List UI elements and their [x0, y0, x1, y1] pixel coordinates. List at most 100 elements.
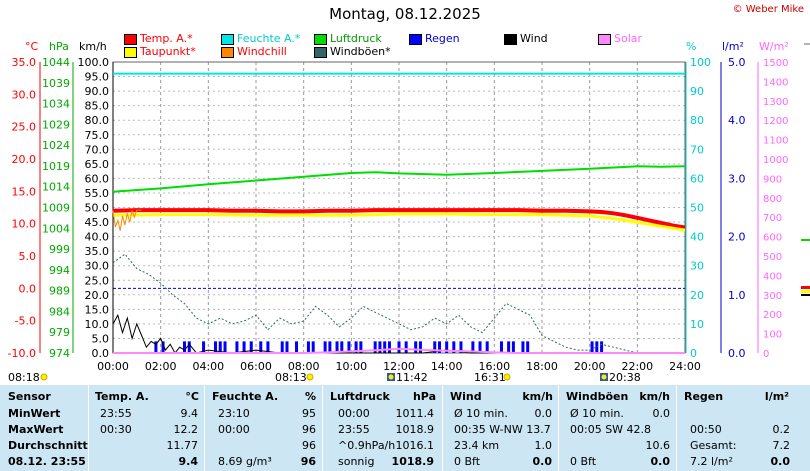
legend-label: Solar	[614, 32, 643, 45]
tick-label-wind: 50.0	[85, 202, 110, 215]
rain-bar	[259, 341, 263, 353]
rain-bar	[218, 341, 222, 353]
table-header: °C	[185, 390, 199, 403]
rain-bar	[187, 341, 191, 353]
axis-unit-wind: km/h	[79, 40, 107, 53]
legend-item: Wind	[504, 32, 548, 45]
tick-label-press: 989	[49, 285, 70, 298]
tick-label-temp: 15.0	[12, 185, 37, 198]
rain-bar	[459, 341, 463, 353]
tick-label-solar: 1000	[763, 155, 788, 166]
table-cell: sonnig	[338, 455, 375, 468]
statistics-table: Sensor Temp. A. °C Feuchte A.% Luftdruck hPa W…	[0, 385, 810, 471]
rain-bar	[359, 341, 363, 353]
table-cell: 9.4	[180, 407, 199, 420]
rain-bar	[306, 341, 310, 353]
table-cell: 7.2	[772, 439, 791, 452]
rain-bar	[340, 341, 344, 353]
chart-title: Montag, 08.12.2025	[329, 5, 481, 23]
table-header: hPa	[412, 390, 436, 403]
tick-label-rain: 1.0	[728, 289, 746, 302]
table-cell: 23:55	[338, 423, 370, 436]
tick-label-rain: 5.0	[728, 56, 746, 69]
x-tick-label: 18:00	[526, 360, 558, 373]
rain-bar	[478, 341, 482, 353]
table-cell: 96	[300, 455, 316, 468]
table-cell: 00:35 W-NW 13.7	[454, 423, 551, 436]
tick-label-wind: 0.0	[92, 347, 110, 360]
tick-label-rain: 0.0	[728, 347, 746, 360]
legend-label: Regen	[425, 32, 460, 45]
rain-bar	[595, 341, 599, 353]
table-header: Temp. A.	[95, 390, 149, 403]
rain-bar	[202, 341, 206, 353]
tick-label-press: 1014	[42, 181, 70, 194]
table-cell: 7.2 l/m²	[690, 455, 733, 468]
legend-item: Solar	[598, 32, 642, 45]
tick-label-hum: 10	[690, 318, 704, 331]
tick-label-wind: 40.0	[85, 231, 110, 244]
table-header: km/h	[639, 390, 670, 403]
tick-label-rain: 2.0	[728, 231, 746, 244]
table-separator	[558, 385, 559, 471]
sun-icon	[503, 373, 511, 381]
tick-label-solar: 900	[763, 174, 782, 185]
sunset-label: 16:31	[474, 371, 506, 384]
table-cell: 0 Bft	[454, 455, 481, 468]
table-cell: 1016.1	[395, 439, 435, 452]
rain-bar	[511, 341, 515, 353]
tick-label-solar: 400	[763, 271, 782, 282]
tick-label-wind: 5.0	[92, 332, 110, 345]
tick-label-press: 1039	[42, 77, 70, 90]
rain-bar	[485, 341, 489, 353]
rain-bar	[280, 341, 284, 353]
tick-label-wind: 35.0	[85, 245, 110, 258]
sunrise-left-label: 08:18	[8, 371, 40, 384]
tick-label-temp: 30.0	[12, 88, 37, 101]
x-tick-label: 06:00	[240, 360, 272, 373]
rain-bar	[183, 341, 186, 353]
tick-label-solar: 300	[763, 291, 782, 302]
tick-label-temp: -5.0	[15, 315, 36, 328]
tick-label-wind: 25.0	[85, 274, 110, 287]
tick-label-wind: 20.0	[85, 289, 110, 302]
table-cell: 0.0	[534, 407, 553, 420]
tick-label-temp: 0.0	[19, 282, 37, 295]
table-cell: 95	[302, 407, 316, 420]
legend-label: Windchill	[237, 45, 287, 58]
table-cell: 00:00	[218, 423, 250, 436]
table-separator	[442, 385, 443, 471]
legend-swatch	[314, 46, 327, 58]
tick-label-press: 1004	[42, 222, 70, 235]
legend-label: Taupunkt*	[140, 45, 196, 58]
tick-label-hum: 70	[690, 143, 704, 156]
tick-label-press: 1019	[42, 160, 70, 173]
rain-bar	[397, 341, 401, 353]
x-tick-label: 12:00	[383, 360, 415, 373]
table-cell: Ø 10 min.	[570, 407, 624, 420]
tick-label-wind: 70.0	[85, 143, 110, 156]
legend-swatch	[314, 33, 327, 45]
legend-swatch	[124, 33, 137, 45]
table-separator	[676, 385, 677, 471]
tick-label-solar: 1200	[763, 116, 788, 127]
tick-label-wind: 100.0	[78, 56, 110, 69]
legend-item: Windchill	[221, 45, 287, 58]
tick-label-press: 999	[49, 243, 70, 256]
tick-label-press: 979	[49, 326, 70, 339]
table-cell: 00:30	[100, 423, 132, 436]
tick-label-solar: 100	[763, 330, 782, 341]
legend-swatch	[504, 33, 517, 45]
table-cell: 11.77	[166, 439, 199, 452]
tick-label-wind: 80.0	[85, 114, 110, 127]
legend-swatch	[124, 46, 137, 58]
series-line	[113, 347, 685, 354]
table-cell: Ø 10 min.	[454, 407, 508, 420]
rain-bar	[242, 341, 246, 353]
x-tick-label: 22:00	[621, 360, 653, 373]
x-tick-label: 14:00	[431, 360, 463, 373]
rain-bar	[328, 341, 332, 353]
series-line	[112, 165, 686, 193]
rain-bar	[418, 341, 422, 353]
table-cell: 00:05 SW 42.8	[570, 423, 652, 436]
